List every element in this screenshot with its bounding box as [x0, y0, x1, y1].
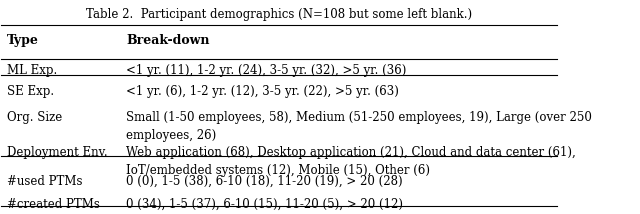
Text: #created PTMs: #created PTMs — [7, 198, 100, 211]
Text: #used PTMs: #used PTMs — [7, 175, 83, 188]
Text: <1 yr. (11), 1-2 yr. (24), 3-5 yr. (32), >5 yr. (36): <1 yr. (11), 1-2 yr. (24), 3-5 yr. (32),… — [127, 64, 407, 77]
Text: 0 (0), 1-5 (38), 6-10 (18), 11-20 (19), > 20 (28): 0 (0), 1-5 (38), 6-10 (18), 11-20 (19), … — [127, 175, 403, 188]
Text: <1 yr. (6), 1-2 yr. (12), 3-5 yr. (22), >5 yr. (63): <1 yr. (6), 1-2 yr. (12), 3-5 yr. (22), … — [127, 85, 399, 98]
Text: Web application (68), Desktop application (21), Cloud and data center (61),
IoT/: Web application (68), Desktop applicatio… — [127, 146, 576, 177]
Text: Org. Size: Org. Size — [7, 111, 62, 124]
Text: 0 (34), 1-5 (37), 6-10 (15), 11-20 (5), > 20 (12): 0 (34), 1-5 (37), 6-10 (15), 11-20 (5), … — [127, 198, 403, 211]
Text: Small (1-50 employees, 58), Medium (51-250 employees, 19), Large (over 250
emplo: Small (1-50 employees, 58), Medium (51-2… — [127, 111, 592, 142]
Text: Break-down: Break-down — [127, 34, 210, 47]
Text: SE Exp.: SE Exp. — [7, 85, 54, 98]
Text: Deployment Env.: Deployment Env. — [7, 146, 108, 159]
Text: Type: Type — [7, 34, 39, 47]
Text: Table 2.  Participant demographics (N=108 but some left blank.): Table 2. Participant demographics (N=108… — [86, 7, 472, 21]
Text: ML Exp.: ML Exp. — [7, 64, 57, 77]
